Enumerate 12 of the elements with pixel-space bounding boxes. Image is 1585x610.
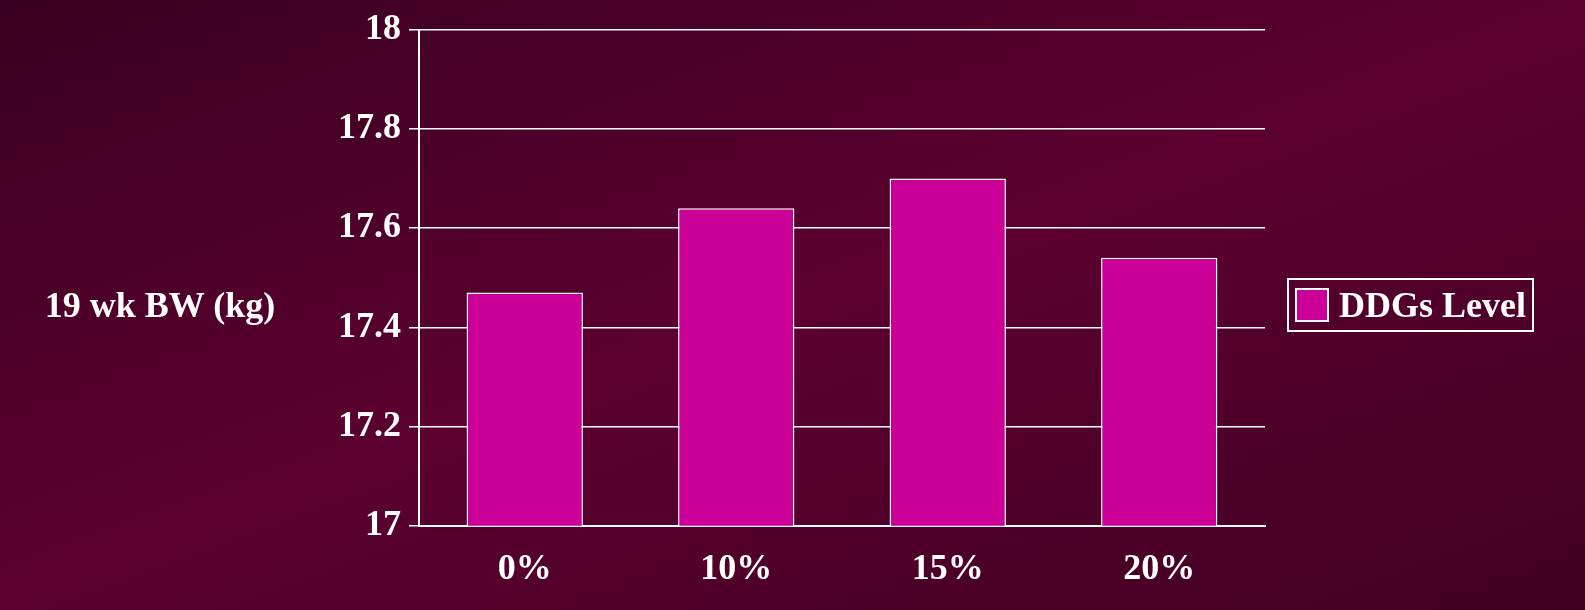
y-tick-label: 17.2 [338, 403, 401, 444]
y-axis-title: 19 wk BW (kg) [43, 284, 277, 326]
y-tick-label: 17.6 [338, 205, 401, 246]
text: DDGs Level [1339, 284, 1526, 326]
x-tick-label: 15% [911, 546, 984, 587]
y-tick-label: 17.4 [338, 304, 401, 345]
x-tick-label: 20% [1123, 546, 1196, 587]
x-tick-label: 0% [497, 546, 552, 587]
y-tick-label: 17 [365, 503, 401, 544]
x-tick-label: 10% [700, 546, 773, 587]
y-tick-label: 17.8 [338, 106, 401, 147]
y-tick-label: 18 [365, 6, 401, 47]
